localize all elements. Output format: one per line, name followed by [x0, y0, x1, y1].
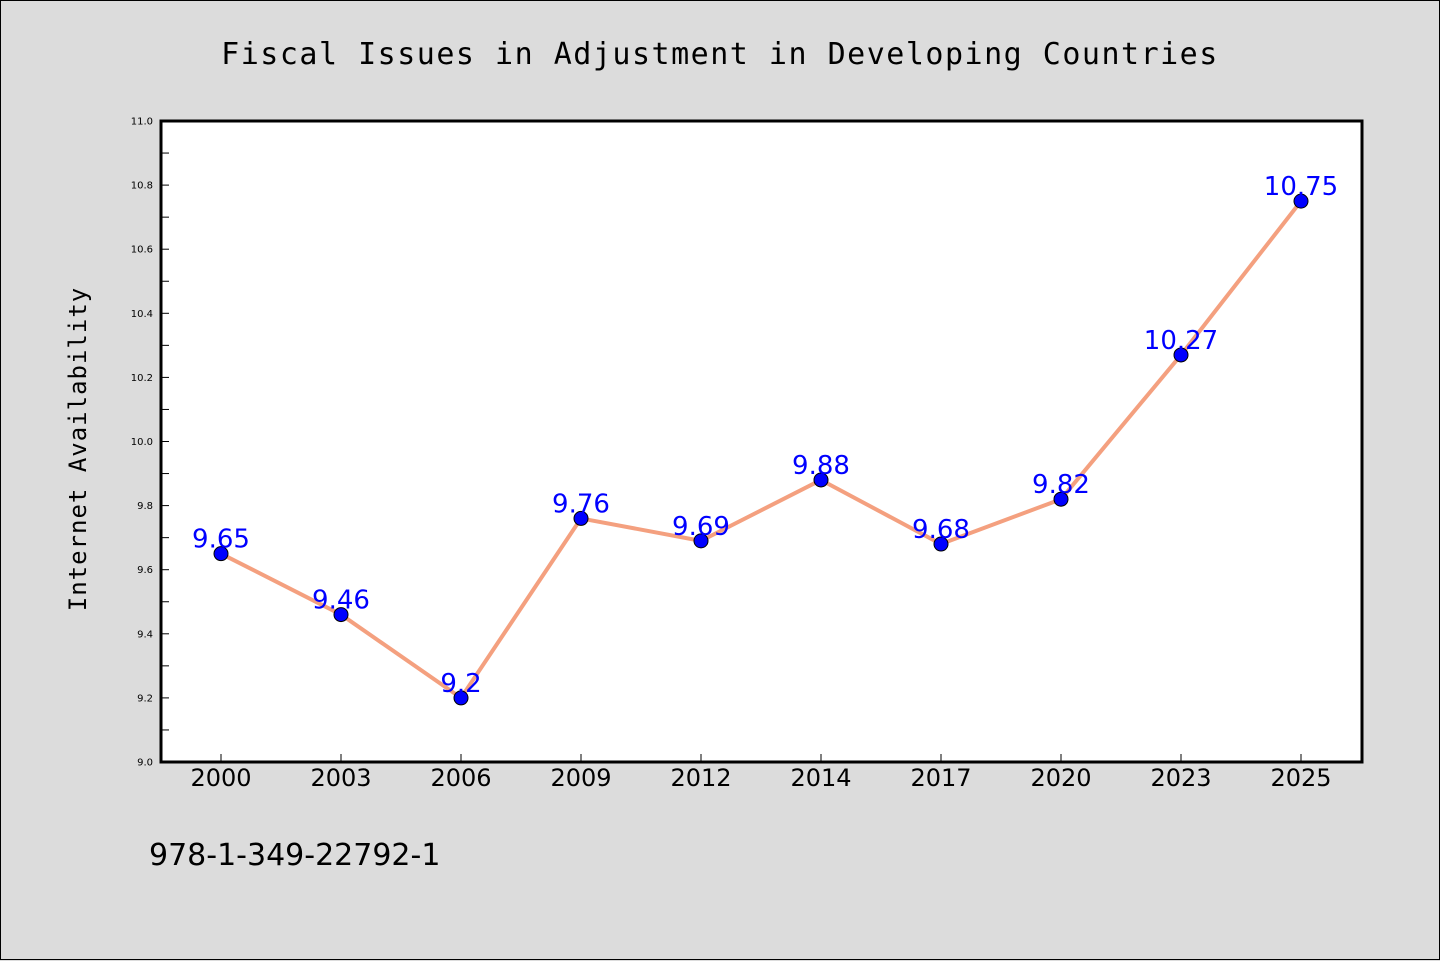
y-tick-label: 9.4 — [137, 629, 153, 640]
series-line — [219, 199, 1303, 700]
data-label: 9.76 — [552, 489, 610, 519]
y-tick-label: 10.6 — [131, 245, 153, 256]
chart-title: Fiscal Issues in Adjustment in Developin… — [221, 37, 1219, 72]
x-tick-label: 2012 — [670, 764, 731, 792]
y-tick-label: 10.4 — [131, 309, 153, 320]
x-tick-label: 2003 — [310, 764, 371, 792]
plot-area — [159, 119, 1364, 764]
data-point — [333, 607, 349, 623]
data-point — [213, 546, 229, 562]
x-tick-label: 2020 — [1030, 764, 1091, 792]
x-tick-label: 2025 — [1270, 764, 1331, 792]
x-tick-label: 2009 — [550, 764, 611, 792]
data-point — [693, 533, 709, 549]
y-tick-label: 9.8 — [137, 501, 153, 512]
data-point — [1173, 347, 1189, 363]
data-label: 9.69 — [672, 512, 730, 542]
data-point — [573, 510, 589, 526]
y-tick-label: 10.8 — [131, 181, 153, 192]
y-tick-label: 9.2 — [137, 693, 153, 704]
x-tick-label: 2000 — [190, 764, 251, 792]
data-label: 9.82 — [1032, 470, 1090, 500]
y-axis: 9.0 9.2 9.4 9.6 9.8 10.0 10.2 10.4 10.6 10.8 11.0 — [131, 117, 169, 769]
y-tick-label: 9.0 — [137, 758, 153, 769]
data-point — [813, 472, 829, 488]
data-point — [1293, 193, 1309, 209]
y-tick-label: 9.6 — [137, 565, 153, 576]
data-point — [933, 536, 949, 552]
data-label: 9.88 — [792, 451, 850, 481]
y-tick-label: 11.0 — [131, 117, 153, 128]
data-point — [453, 690, 469, 706]
data-label: 10.75 — [1264, 172, 1338, 202]
y-axis-label: Internet Availability — [64, 287, 92, 611]
data-markers — [213, 193, 1309, 706]
isbn-text: 978-1-349-22792-1 — [149, 838, 440, 873]
x-tick-label: 2014 — [790, 764, 851, 792]
x-tick-label: 2023 — [1150, 764, 1211, 792]
y-tick-label: 10.2 — [131, 373, 153, 384]
y-tick-label: 10.0 — [131, 437, 153, 448]
data-label: 9.2 — [440, 669, 481, 699]
data-labels: 9.65 9.46 9.2 9.76 9.69 9.88 9.68 9.82 10.27 10.7… — [192, 172, 1338, 699]
data-label: 9.46 — [312, 586, 370, 616]
data-label: 9.68 — [912, 515, 970, 545]
data-label: 9.65 — [192, 525, 250, 555]
x-tick-label: 2006 — [430, 764, 491, 792]
x-axis: 2000 2003 2006 2009 2012 2014 2017 2020 2023 2025 — [190, 754, 1332, 792]
data-point — [1053, 491, 1069, 507]
data-label: 10.27 — [1144, 326, 1218, 356]
x-tick-label: 2017 — [910, 764, 971, 792]
